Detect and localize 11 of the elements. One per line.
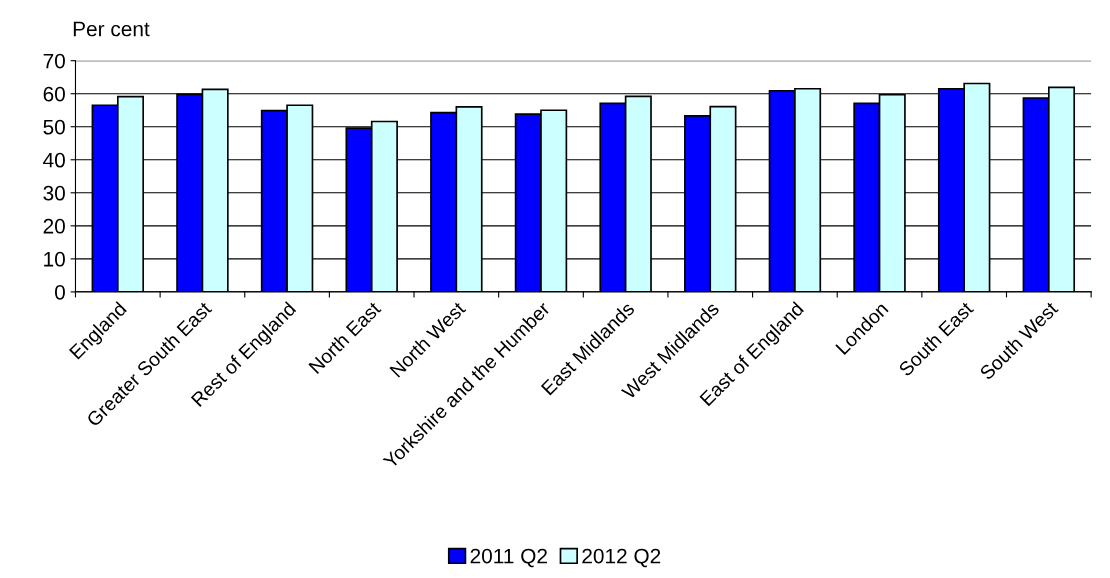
- y-tick-label: 50: [43, 119, 65, 135]
- y-tick-label: 10: [44, 251, 65, 267]
- y-tick-label: 40: [43, 152, 65, 168]
- y-axis-title: Per cent: [73, 21, 150, 37]
- y-tick-label: 0: [54, 284, 65, 300]
- y-tick-label: 70: [43, 53, 65, 69]
- y-tick-label: 30: [43, 185, 65, 201]
- y-tick-label: 20: [43, 218, 65, 234]
- y-tick-label: 60: [43, 86, 65, 102]
- legend-label: 2012 Q2: [582, 548, 661, 568]
- legend-label: 2011 Q2: [470, 548, 547, 568]
